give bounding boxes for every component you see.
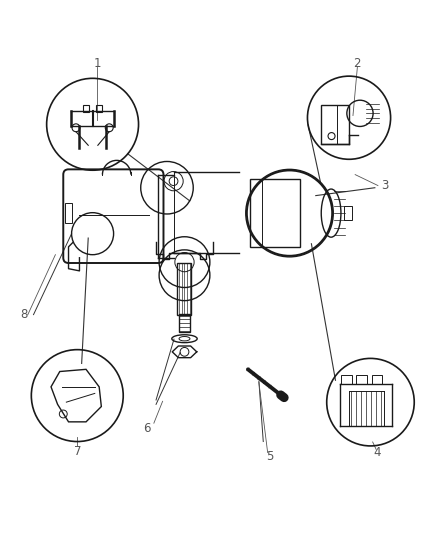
Bar <box>371 375 381 384</box>
Text: 6: 6 <box>143 422 151 435</box>
Text: 1: 1 <box>93 56 100 69</box>
Bar <box>320 104 348 144</box>
Text: 7: 7 <box>73 445 81 458</box>
Bar <box>343 206 351 220</box>
Bar <box>356 375 366 384</box>
Bar <box>340 375 351 384</box>
Text: 5: 5 <box>265 450 273 463</box>
Bar <box>179 314 189 332</box>
Text: 3: 3 <box>381 179 388 192</box>
Text: 8: 8 <box>20 308 28 321</box>
Text: 2: 2 <box>353 56 360 69</box>
Bar <box>250 179 300 247</box>
Bar <box>177 263 191 314</box>
Text: 4: 4 <box>372 446 380 459</box>
Bar <box>65 203 72 223</box>
